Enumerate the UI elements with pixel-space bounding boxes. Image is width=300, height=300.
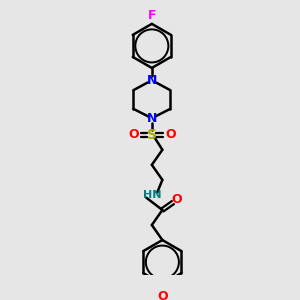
Text: HN: HN bbox=[142, 190, 161, 200]
Text: F: F bbox=[148, 9, 156, 22]
Text: S: S bbox=[147, 128, 157, 142]
Text: N: N bbox=[147, 112, 157, 125]
Text: O: O bbox=[157, 290, 168, 300]
Text: O: O bbox=[128, 128, 139, 141]
Text: O: O bbox=[165, 128, 175, 141]
Text: O: O bbox=[171, 194, 182, 206]
Text: N: N bbox=[147, 74, 157, 87]
